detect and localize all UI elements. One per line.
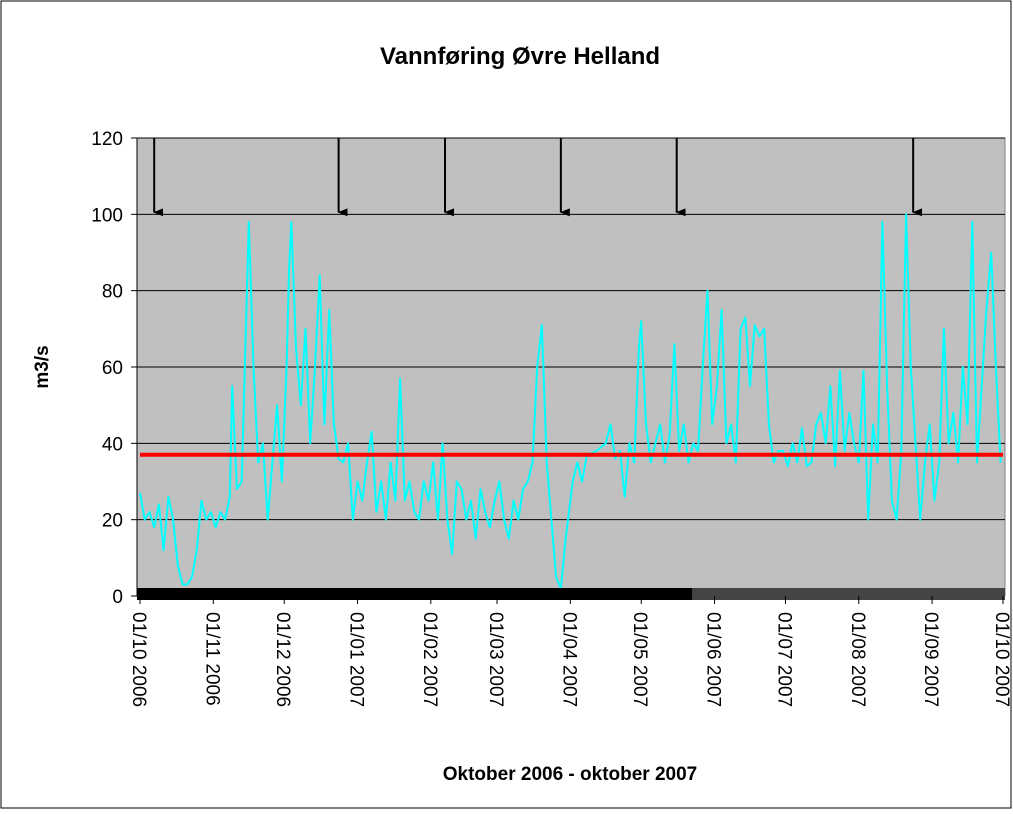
- y-tick-label: 0: [112, 587, 123, 608]
- x-tick-label: 01/08 2007: [847, 612, 868, 707]
- x-tick-label: 01/11 2006: [201, 612, 222, 706]
- x-tick-label: 01/12 2006: [272, 612, 293, 707]
- x-tick-label: 01/10 2007: [991, 612, 1012, 707]
- y-tick-label: 120: [91, 129, 123, 150]
- x-tick-label: 01/10 2006: [128, 612, 149, 707]
- x-tick-label: 01/01 2007: [346, 612, 367, 707]
- y-tick-label: 80: [102, 282, 123, 303]
- y-tick-label: 40: [102, 434, 123, 455]
- chart-title: Vannføring Øvre Helland: [380, 43, 660, 70]
- x-tick-label: 01/03 2007: [485, 612, 506, 707]
- minor-ticks: [692, 588, 1005, 600]
- x-tick-label: 01/04 2007: [558, 612, 579, 707]
- x-tick-label: 01/09 2007: [920, 612, 941, 707]
- y-tick-label: 100: [91, 205, 123, 226]
- x-axis-title: Oktober 2006 - oktober 2007: [443, 764, 698, 785]
- x-tick-label: 01/07 2007: [773, 612, 794, 707]
- x-tick-label: 01/02 2007: [419, 612, 440, 707]
- y-axis-title: m3/s: [32, 345, 53, 388]
- x-tick-label: 01/06 2007: [703, 612, 724, 707]
- minor-ticks: [137, 588, 692, 600]
- x-tick-label: 01/05 2007: [629, 612, 650, 707]
- y-tick-label: 60: [102, 358, 123, 379]
- y-tick-label: 20: [102, 511, 123, 532]
